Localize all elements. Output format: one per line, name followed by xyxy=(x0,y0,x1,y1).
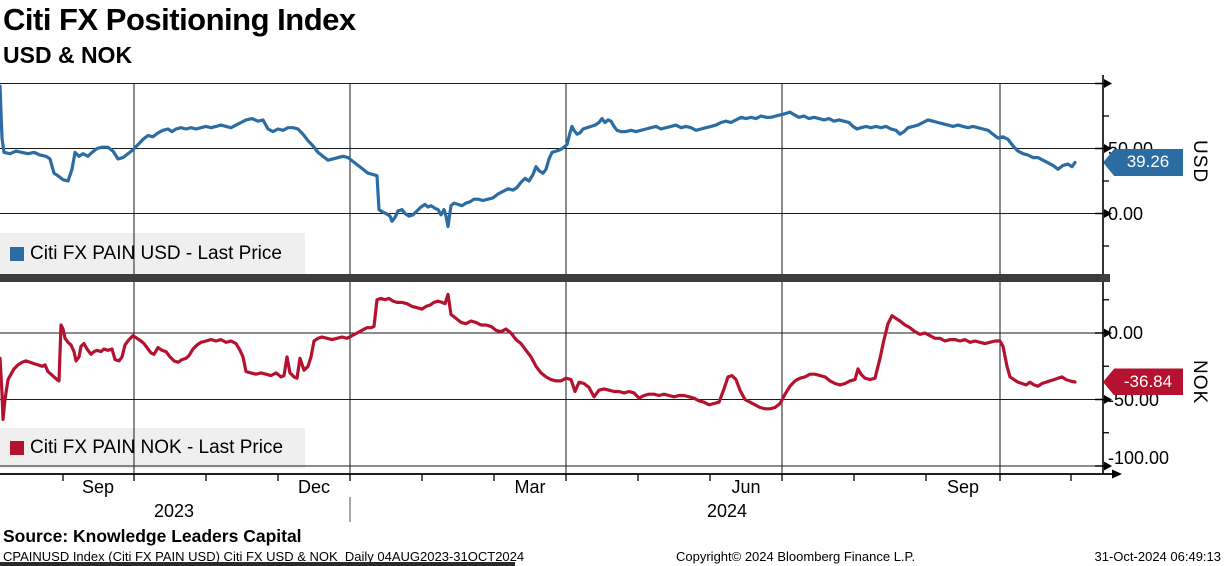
x-axis-month-label: Mar xyxy=(514,477,546,497)
legend-usd[interactable]: Citi FX PAIN USD - Last Price xyxy=(0,233,305,274)
x-axis-month-label: Sep xyxy=(81,477,115,497)
page-title: Citi FX Positioning Index xyxy=(3,2,356,37)
legend-nok[interactable]: Citi FX PAIN NOK - Last Price xyxy=(0,428,305,468)
x-axis-month-label: Sep xyxy=(946,477,980,497)
x-axis-month-label: Jun xyxy=(731,477,761,497)
nok-ytick-label: -100.00 xyxy=(1108,448,1170,468)
timestamp: 31-Oct-2024 06:49:13 xyxy=(1094,549,1221,564)
usd-axis-title: USD xyxy=(1189,140,1210,184)
nok-series-swatch-icon xyxy=(10,441,24,455)
legend-usd-background xyxy=(0,233,305,274)
security-meta-line: CPAINUSD Index (Citi FX PAIN USD) Citi F… xyxy=(3,549,525,564)
nok-ytick-label: 0.00 xyxy=(1108,323,1144,343)
nok-series-line xyxy=(0,292,1077,421)
legend-nok-background xyxy=(0,428,305,468)
legend-usd-label: Citi FX PAIN USD - Last Price xyxy=(30,242,282,264)
x-axis-year-label: 2023 xyxy=(153,501,195,521)
x-axis-year-label: 2024 xyxy=(706,501,748,521)
usd-series-line xyxy=(0,84,1077,229)
x-axis-arrow-icon xyxy=(1112,469,1122,479)
usd-ytick-label: 0.00 xyxy=(1108,203,1144,224)
copyright-line: Copyright© 2024 Bloomberg Finance L.P. xyxy=(676,549,916,564)
usd-series-swatch-icon xyxy=(10,246,24,261)
panel-divider-bar xyxy=(0,274,1110,282)
x-axis-month-label: Dec xyxy=(297,477,331,497)
bottom-edge-strip xyxy=(0,562,515,566)
nok-last-price-badge: -36.84 xyxy=(1103,368,1183,396)
page-subtitle: USD & NOK xyxy=(3,42,133,68)
legend-nok-label: Citi FX PAIN NOK - Last Price xyxy=(30,437,284,458)
nok-axis-title: NOK xyxy=(1189,359,1210,405)
usd-last-price-badge: 39.26 xyxy=(1103,148,1183,176)
source-line: Source: Knowledge Leaders Capital xyxy=(3,526,302,546)
axis-tick-arrow-icon xyxy=(1104,79,1112,88)
